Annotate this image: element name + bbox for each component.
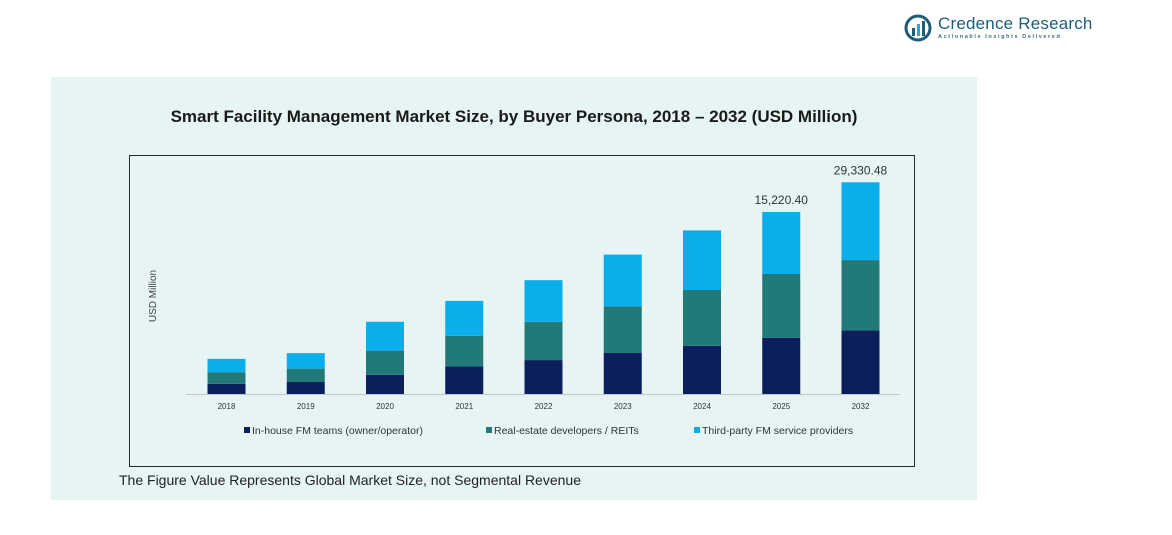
x-tick-label: 2018	[218, 402, 236, 411]
legend-swatch	[486, 427, 492, 433]
legend-label: Real-estate developers / REITs	[494, 425, 639, 437]
bar-segment-1-2021	[445, 366, 484, 394]
bar-segment-3-2021	[445, 300, 484, 336]
bar-segment-3-2025	[762, 211, 801, 274]
bar-segment-2-2025	[762, 273, 801, 338]
chart-panel: Smart Facility Management Market Size, b…	[51, 77, 977, 500]
x-tick-label: 2019	[297, 402, 315, 411]
bar-segment-1-2024	[683, 345, 721, 394]
bar-segment-2-2018	[207, 372, 246, 384]
brand-name: Credence Research	[938, 14, 1093, 34]
legend-label: In-house FM teams (owner/operator)	[252, 425, 423, 437]
brand-tagline: Actionable Insights Delivered	[938, 34, 1062, 41]
chart-title: Smart Facility Management Market Size, b…	[170, 107, 858, 126]
bar-segment-1-2019	[286, 382, 325, 394]
total-data-label: 15,220.40	[755, 193, 809, 207]
x-tick-label: 2021	[455, 402, 473, 411]
chart-footnote: The Figure Value Represents Global Marke…	[119, 472, 581, 488]
bar-segment-2-2023	[603, 306, 642, 353]
x-tick-label: 2024	[693, 402, 711, 411]
y-axis-label: USD Million	[148, 270, 159, 322]
bar-segment-1-2032	[841, 330, 880, 394]
x-tick-label: 2020	[376, 402, 394, 411]
bar-segment-1-2018	[207, 383, 246, 394]
bar-segment-3-2024	[683, 230, 721, 290]
legend-swatch	[694, 427, 700, 433]
plot-frame	[129, 155, 915, 467]
bar-segment-3-2022	[524, 280, 563, 322]
credence-logo-icon	[904, 14, 932, 42]
bar-segment-3-2019	[286, 353, 325, 369]
bar-segment-2-2032	[841, 260, 880, 331]
bar-segment-2-2020	[366, 350, 404, 375]
bar-segment-3-2023	[603, 254, 642, 307]
x-tick-label: 2022	[535, 402, 553, 411]
bar-segment-2-2021	[445, 335, 484, 367]
legend-swatch	[244, 427, 250, 433]
bar-segment-3-2032	[841, 182, 880, 261]
bar-segment-1-2023	[603, 352, 642, 394]
bar-segment-1-2020	[366, 374, 404, 394]
bar-segment-1-2022	[524, 360, 563, 394]
legend-label: Third-party FM service providers	[702, 425, 853, 437]
bar-segment-1-2025	[762, 337, 801, 394]
bar-segment-3-2018	[207, 358, 246, 373]
bar-segment-3-2020	[366, 321, 404, 351]
x-tick-label: 2032	[852, 402, 870, 411]
x-tick-label: 2023	[614, 402, 632, 411]
x-tick-label: 2025	[772, 402, 790, 411]
bar-segment-2-2022	[524, 321, 563, 361]
bar-segment-2-2019	[286, 368, 325, 383]
total-data-label: 29,330.48	[834, 163, 888, 177]
bar-segment-2-2024	[683, 289, 721, 346]
brand-logo: Credence Research Actionable Insights De…	[904, 12, 1093, 44]
